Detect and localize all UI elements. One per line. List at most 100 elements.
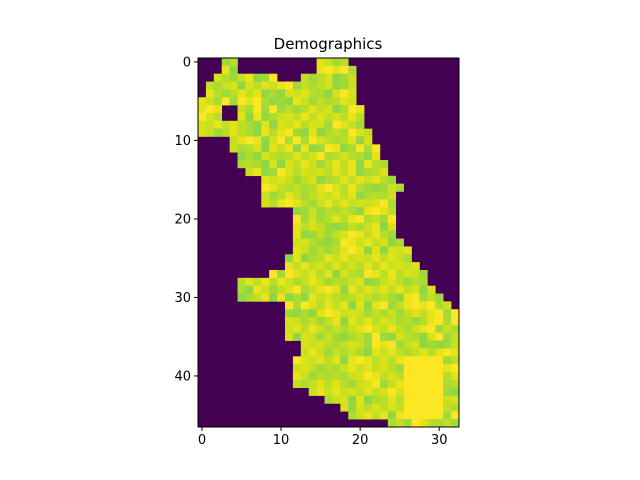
heatmap-cell xyxy=(316,144,325,153)
heatmap-cell xyxy=(332,379,341,389)
heatmap-cell xyxy=(261,81,270,90)
heatmap-cell xyxy=(348,340,357,349)
heatmap-cell xyxy=(285,97,294,106)
heatmap-cell xyxy=(300,356,310,365)
heatmap-cell xyxy=(205,89,215,98)
heatmap-cell xyxy=(403,324,412,334)
heatmap-cell xyxy=(348,230,357,239)
heatmap-cell xyxy=(411,364,420,373)
heatmap-cell xyxy=(364,207,373,216)
heatmap-cell xyxy=(379,175,389,184)
heatmap-cell xyxy=(292,81,302,90)
heatmap-cell xyxy=(356,112,365,122)
heatmap-cell xyxy=(387,262,397,271)
heatmap-cell xyxy=(269,105,278,114)
heatmap-cell xyxy=(443,332,452,341)
heatmap-cell xyxy=(324,372,333,381)
heatmap-cell xyxy=(269,89,278,98)
heatmap-cell xyxy=(395,293,404,302)
heatmap-cell xyxy=(308,144,317,153)
heatmap-cell xyxy=(277,97,286,106)
heatmap-cell xyxy=(316,136,325,145)
heatmap-cell xyxy=(324,246,333,255)
heatmap-cell xyxy=(395,262,404,271)
heatmap-cell xyxy=(269,293,278,302)
heatmap-cell xyxy=(324,105,333,114)
heatmap-cell xyxy=(277,183,286,192)
heatmap-cell xyxy=(300,175,310,184)
heatmap-cell xyxy=(411,379,420,389)
heatmap-cell xyxy=(292,175,302,184)
heatmap-cell xyxy=(300,97,310,106)
heatmap-cell xyxy=(379,348,389,357)
heatmap-cell xyxy=(387,309,397,318)
heatmap-cell xyxy=(340,105,349,114)
heatmap-cell xyxy=(348,199,357,208)
heatmap-cell xyxy=(316,324,325,334)
heatmap-cell xyxy=(308,238,317,247)
heatmap-cell xyxy=(348,277,357,286)
heatmap-cell xyxy=(316,73,325,82)
heatmap-cell xyxy=(427,332,436,341)
heatmap-cell xyxy=(379,222,389,232)
heatmap-cell xyxy=(403,419,412,428)
heatmap-cell xyxy=(261,199,270,208)
heatmap-cell xyxy=(356,230,365,239)
heatmap-cell xyxy=(427,324,436,334)
heatmap-cell xyxy=(285,167,294,177)
heatmap-cell xyxy=(253,81,262,90)
heatmap-cell xyxy=(372,387,381,396)
heatmap-cell xyxy=(379,403,389,412)
heatmap-cell xyxy=(324,89,333,98)
heatmap-cell xyxy=(364,246,373,255)
heatmap-cell xyxy=(387,222,397,232)
heatmap-cell xyxy=(379,246,389,255)
heatmap-cell xyxy=(308,379,317,389)
heatmap-cell xyxy=(213,105,223,114)
heatmap-cell xyxy=(277,112,286,122)
heatmap-cell xyxy=(340,269,349,279)
heatmap-cell xyxy=(364,332,373,341)
heatmap-cell xyxy=(356,128,365,137)
heatmap-cell xyxy=(379,269,389,279)
heatmap-cell xyxy=(387,254,397,263)
heatmap-cell xyxy=(292,215,302,224)
heatmap-cell xyxy=(379,379,389,389)
heatmap-cell xyxy=(277,81,286,90)
heatmap-cell xyxy=(292,293,302,302)
heatmap-cell xyxy=(379,372,389,381)
heatmap-cell xyxy=(324,238,333,247)
heatmap-cell xyxy=(253,105,262,114)
heatmap-cell xyxy=(372,364,381,373)
heatmap-cell xyxy=(379,285,389,294)
heatmap-cell xyxy=(292,372,302,381)
heatmap-cell xyxy=(324,191,333,200)
heatmap-cell xyxy=(443,372,452,381)
heatmap-cell xyxy=(411,332,420,341)
heatmap-cell xyxy=(387,403,397,412)
heatmap-cell xyxy=(356,238,365,247)
heatmap-cell xyxy=(379,293,389,302)
heatmap-cell xyxy=(269,175,278,184)
heatmap-cell xyxy=(332,324,341,334)
heatmap-cell xyxy=(205,81,215,90)
heatmap-cell xyxy=(300,222,310,232)
heatmap-cell xyxy=(324,309,333,318)
heatmap-cell xyxy=(411,419,420,428)
heatmap-cell xyxy=(419,324,428,334)
heatmap-cell xyxy=(308,97,317,106)
heatmap-cell xyxy=(300,89,310,98)
heatmap-cell xyxy=(387,419,397,428)
heatmap-cell xyxy=(332,285,341,294)
heatmap-cell xyxy=(300,144,310,153)
heatmap-cell xyxy=(332,301,341,310)
heatmap-cell xyxy=(348,411,357,420)
heatmap-cell xyxy=(379,230,389,239)
heatmap-cell xyxy=(316,277,325,286)
heatmap-cell xyxy=(324,215,333,224)
heatmap-cell xyxy=(435,395,444,404)
heatmap-cell xyxy=(324,348,333,357)
heatmap-cell xyxy=(411,387,420,396)
heatmap-cell xyxy=(261,136,270,145)
heatmap-cell xyxy=(324,293,333,302)
